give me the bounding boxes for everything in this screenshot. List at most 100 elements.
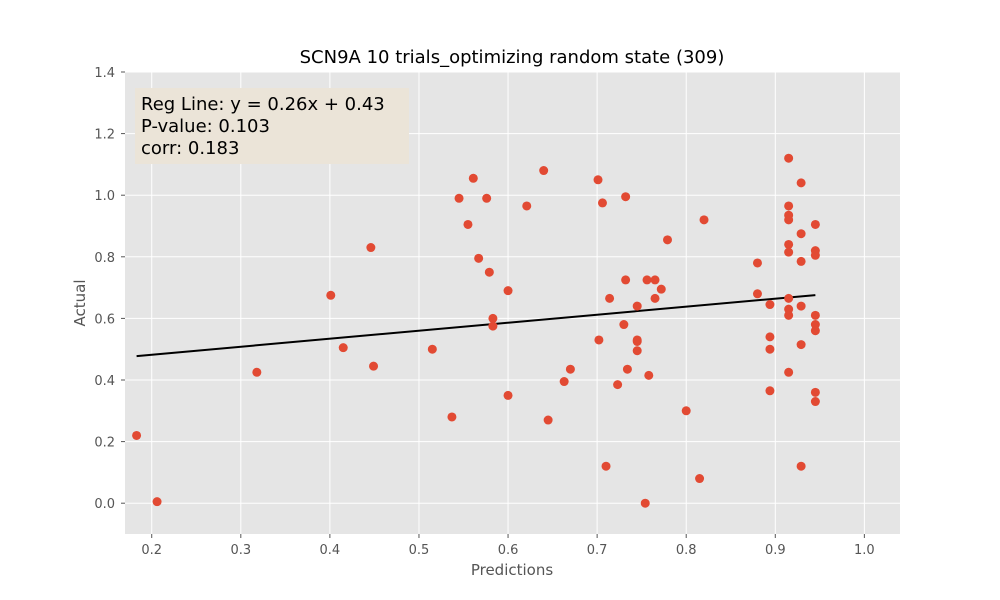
data-point (765, 332, 775, 342)
data-point (656, 284, 666, 294)
data-point (366, 243, 376, 253)
data-point (252, 367, 262, 377)
axis-ticks: 0.2 0.3 0.4 0.5 0.6 0.7 0.8 0.9 1.0 0.0 0.2 0.4 0.6 0… (94, 66, 874, 558)
regression-layer (136, 294, 816, 358)
x-axis-label: Predictions (471, 561, 554, 579)
data-point (784, 153, 794, 163)
data-point (650, 293, 660, 303)
x-tick-label: 0.9 (765, 543, 786, 558)
data-point (463, 219, 473, 229)
data-point (699, 215, 709, 225)
data-point (810, 397, 820, 407)
data-point (810, 310, 820, 320)
x-tick-label: 0.6 (498, 543, 519, 558)
data-point (594, 335, 604, 345)
data-point (338, 343, 348, 353)
data-point (488, 313, 498, 323)
data-point (621, 192, 631, 202)
grid (125, 71, 900, 534)
data-point (601, 461, 611, 471)
data-point (796, 256, 806, 266)
data-point (632, 346, 642, 356)
data-point (632, 337, 642, 346)
data-point (810, 250, 820, 260)
data-point (752, 258, 762, 268)
data-point (796, 461, 806, 471)
regression-line (136, 294, 816, 358)
data-point (644, 370, 654, 380)
x-tick-label: 1.0 (854, 543, 875, 558)
data-point (468, 173, 478, 183)
y-tick-label: 0.2 (94, 436, 115, 451)
y-tick-label: 0.8 (94, 251, 115, 266)
data-point (796, 178, 806, 188)
annotation-box (135, 88, 409, 164)
data-point (565, 364, 575, 374)
data-point (810, 320, 820, 330)
data-point (621, 275, 631, 285)
data-point (613, 380, 623, 390)
data-point (663, 235, 672, 245)
data-point (784, 247, 794, 257)
y-tick-label: 0.6 (94, 312, 115, 327)
data-point (522, 201, 532, 211)
data-point (605, 293, 615, 303)
data-point (765, 300, 775, 310)
data-point (543, 415, 553, 425)
data-point (597, 198, 607, 208)
data-point (559, 377, 569, 387)
data-point (784, 367, 794, 377)
x-tick-label: 0.4 (320, 543, 341, 558)
data-point (593, 175, 603, 185)
data-point (784, 310, 794, 320)
data-point (784, 201, 794, 211)
data-point (784, 304, 794, 314)
data-point (796, 340, 806, 350)
data-point (752, 289, 762, 299)
data-point (796, 301, 806, 311)
data-point (695, 474, 705, 484)
y-tick-label: 1.4 (94, 66, 115, 81)
data-point (619, 320, 629, 330)
data-points (132, 153, 820, 508)
data-point (640, 498, 650, 508)
data-point (650, 275, 660, 285)
x-tick-label: 0.3 (230, 543, 251, 558)
data-point (632, 301, 642, 311)
data-point (796, 229, 806, 239)
y-tick-label: 0.4 (94, 374, 115, 389)
data-point (765, 344, 775, 354)
data-point (539, 166, 549, 176)
x-tick-label: 0.5 (409, 543, 430, 558)
data-point (810, 219, 820, 229)
data-point (765, 386, 775, 396)
data-point (810, 387, 820, 397)
data-point (427, 344, 437, 354)
annotation-line-1: Reg Line: y = 0.26x + 0.43 (141, 94, 385, 115)
annotation-line-2: P-value: 0.103 (141, 116, 270, 137)
data-point (484, 267, 494, 277)
data-point (784, 293, 794, 303)
y-tick-label: 0.0 (94, 497, 115, 512)
data-point (784, 239, 794, 249)
y-axis-label: Actual (71, 280, 89, 327)
data-point (369, 361, 379, 371)
x-tick-label: 0.8 (676, 543, 697, 558)
data-point (681, 406, 691, 416)
data-point (326, 290, 336, 300)
data-point (642, 275, 652, 285)
data-point (503, 286, 513, 296)
y-tick-label: 1.2 (94, 128, 115, 143)
data-point (474, 253, 484, 263)
y-tick-label: 1.0 (94, 189, 115, 204)
data-point (503, 390, 513, 400)
data-point (152, 497, 162, 507)
data-point (482, 193, 492, 203)
chart-title: SCN9A 10 trials_optimizing random state … (300, 47, 725, 68)
x-tick-label: 0.2 (141, 543, 162, 558)
data-point (454, 193, 464, 203)
annotation-line-3: corr: 0.183 (141, 138, 239, 159)
data-point (784, 215, 794, 225)
data-point (622, 364, 632, 374)
